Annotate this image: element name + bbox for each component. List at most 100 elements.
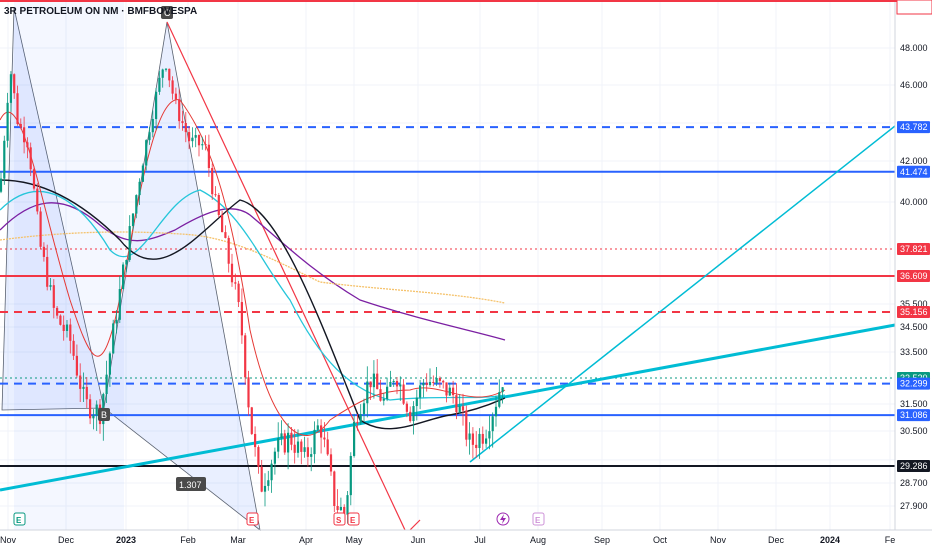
pattern-labels: C B 1.307	[98, 6, 206, 491]
candle-body	[263, 485, 267, 492]
candle-body	[122, 264, 125, 289]
candle-body	[46, 256, 49, 287]
time-tick-label: Dec	[768, 535, 785, 545]
split-marker[interactable]: S	[333, 512, 346, 526]
time-tick-label: Jun	[411, 535, 426, 545]
candle-body	[336, 505, 339, 511]
candle-body	[293, 444, 296, 453]
ma-cyan	[0, 189, 506, 401]
candle-body	[188, 132, 191, 142]
candle-body	[300, 441, 303, 452]
candle-body	[343, 506, 346, 515]
candle-body	[415, 397, 418, 407]
candle-body	[494, 406, 498, 417]
candle-body	[211, 168, 214, 195]
candle-body	[290, 432, 293, 445]
candle-body	[56, 307, 59, 316]
ma-red	[0, 99, 506, 436]
candle-body	[95, 404, 98, 416]
red-trendline-fragment	[409, 519, 421, 531]
candle-body	[392, 381, 395, 383]
moving-averages	[0, 99, 506, 436]
candle-body	[75, 355, 78, 376]
candle-body	[39, 211, 42, 247]
svg-text:29.286: 29.286	[900, 461, 928, 471]
candle-body	[32, 169, 36, 189]
candle-body	[174, 93, 177, 100]
candle-body	[353, 421, 356, 456]
candle-body	[181, 121, 184, 124]
candle-body	[204, 144, 207, 146]
candle-body	[471, 433, 474, 445]
candle-body	[158, 77, 161, 92]
svg-text:S: S	[336, 516, 342, 525]
candle-body	[435, 377, 438, 383]
candle-body	[227, 237, 230, 264]
candle-body	[125, 259, 128, 265]
earnings-marker[interactable]: E	[347, 512, 360, 526]
earnings-marker[interactable]: E	[13, 512, 26, 526]
time-tick-label: May	[345, 535, 363, 545]
candle-body	[69, 324, 72, 341]
ma-orange	[0, 231, 506, 304]
time-tick-label: Dec	[58, 535, 75, 545]
candle-body	[386, 386, 389, 399]
candle-body	[13, 74, 16, 94]
candle-body	[105, 374, 108, 395]
candle-body	[118, 288, 121, 320]
candle-body	[217, 195, 220, 215]
time-tick-label: Fe	[885, 535, 896, 545]
candle-body	[108, 353, 111, 375]
candle-body	[65, 324, 69, 331]
candle-body	[85, 386, 88, 400]
price-tick-label: 30.500	[900, 426, 928, 436]
ascending-cyan-trendline-thin[interactable]	[469, 125, 896, 463]
candle-body	[115, 319, 118, 324]
candle-body	[382, 398, 385, 401]
candle-body	[296, 441, 300, 453]
candle-body	[224, 232, 227, 238]
lightning-icon[interactable]	[496, 512, 510, 526]
svg-text:31.086: 31.086	[900, 410, 928, 420]
candle-body	[349, 455, 352, 496]
candle-body	[395, 381, 399, 387]
candle-body	[491, 416, 494, 432]
price-level-tag: 29.286	[897, 460, 930, 472]
candle-body	[161, 69, 164, 78]
candle-body	[155, 91, 158, 119]
candle-body	[369, 381, 372, 388]
svg-text:41.474: 41.474	[900, 167, 928, 177]
price-level-tag: 31.086	[897, 409, 930, 422]
candle-body	[379, 389, 382, 401]
time-tick-label: 2023	[116, 535, 136, 545]
price-tick-label: 34.500	[900, 322, 928, 332]
svg-text:E: E	[350, 516, 356, 525]
candle-body	[29, 147, 32, 170]
descending-red-trendline[interactable]	[166, 21, 406, 531]
candle-body	[52, 285, 55, 308]
ratio-label: 1.307	[179, 480, 202, 490]
candle-body	[333, 471, 336, 506]
candle-body	[372, 373, 375, 388]
candle-body	[135, 195, 138, 214]
price-level-tag: 36.609	[897, 270, 930, 282]
candle-body	[399, 384, 402, 387]
earnings-marker[interactable]: E	[532, 512, 545, 526]
candle-body	[131, 213, 135, 227]
candle-body	[221, 214, 224, 233]
candle-body	[72, 340, 75, 356]
price-level-tag: 32.299	[897, 377, 930, 390]
earnings-marker[interactable]: E	[246, 512, 259, 526]
candle-body	[151, 118, 154, 133]
candle-body	[270, 463, 273, 481]
candle-body	[356, 421, 359, 424]
ascending-cyan-trendline-thick[interactable]	[0, 323, 896, 492]
candle-body	[448, 387, 451, 396]
svg-text:36.609: 36.609	[900, 271, 928, 281]
candle-body	[283, 433, 286, 453]
candle-body	[257, 447, 260, 467]
candle-body	[254, 433, 257, 448]
candle-body	[485, 438, 488, 444]
candle-body	[277, 438, 280, 452]
